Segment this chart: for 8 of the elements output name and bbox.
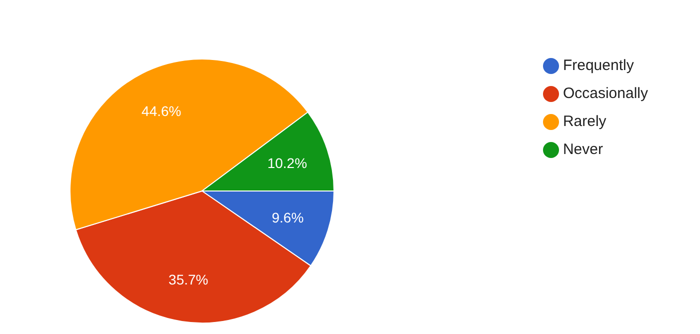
legend-label: Never (562, 141, 603, 158)
legend-label: Frequently (562, 57, 634, 74)
data-label: 9.6% (272, 210, 304, 226)
data-label: 35.7% (168, 272, 208, 288)
data-label: 10.2% (267, 154, 308, 171)
data-label: 44.6% (142, 102, 182, 119)
legend-label: Occasionally (562, 85, 648, 102)
legend-label: Rarely (562, 113, 606, 130)
